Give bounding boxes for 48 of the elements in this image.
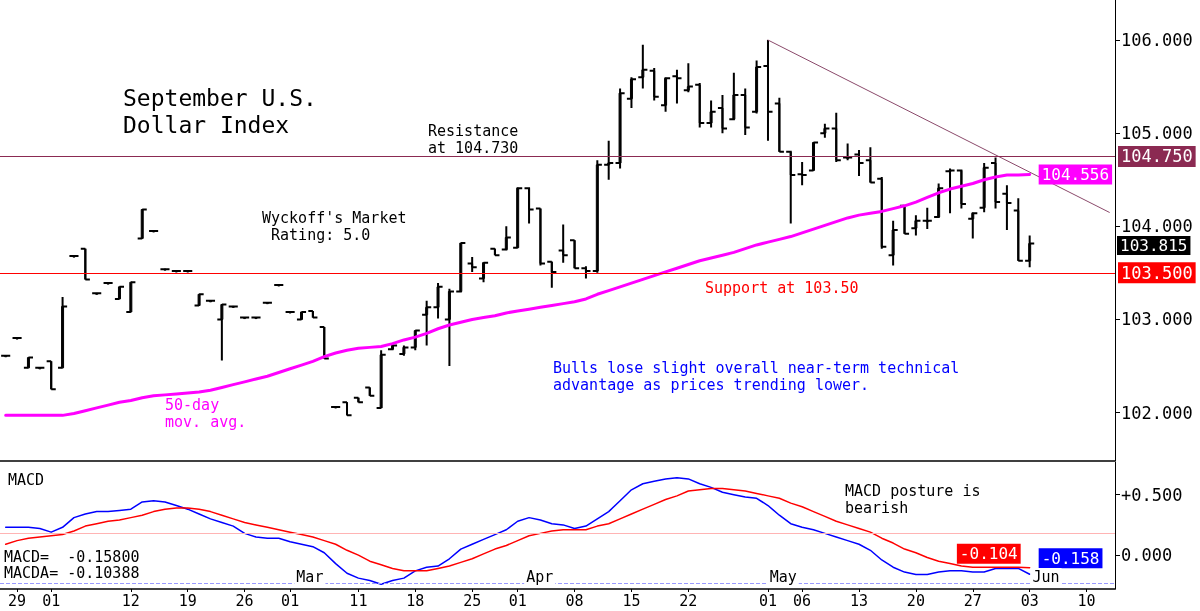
annotation: May <box>769 567 797 586</box>
data-label: 104.556 <box>1041 165 1110 185</box>
y-tick-label: 104.000 <box>1121 216 1193 237</box>
x-tick-label: 12 <box>121 591 140 610</box>
y-tick-label: 102.000 <box>1121 402 1193 423</box>
x-tick-label: 10 <box>1077 591 1096 610</box>
x-tick-label: 01 <box>758 591 778 610</box>
line-series <box>4 173 1032 417</box>
x-tick-label: 29 <box>8 591 27 610</box>
y-tick-label: 103.000 <box>1121 309 1193 330</box>
x-tick-label: 11 <box>349 591 368 610</box>
x-tick-label: 01 <box>508 591 527 610</box>
x-tick-label: 08 <box>565 591 584 610</box>
x-tick-label: 27 <box>963 591 982 610</box>
annotation: Jun <box>1032 567 1060 586</box>
y-tick-label: 0.000 <box>1121 545 1173 566</box>
series-label: 50-day mov. avg. <box>165 395 247 431</box>
y-tick-label: 105.000 <box>1121 123 1193 144</box>
x-tick-label: 25 <box>463 591 482 610</box>
x-tick-label: 22 <box>679 591 698 610</box>
annotation: Bulls lose slight overall near-term technical advantage as prices trending lower. <box>553 358 969 394</box>
annotation: MACD= -0.15800 <box>4 547 140 566</box>
annotation: MACD posture is bearish <box>845 481 990 517</box>
x-tick-label: 06 <box>793 591 812 610</box>
ref-line-label: 103.500 <box>1121 262 1193 283</box>
x-tick-label: 19 <box>178 591 197 610</box>
y-tick-label: +0.500 <box>1121 484 1183 505</box>
x-tick-label: 20 <box>906 591 925 610</box>
x-tick-label: 01 <box>42 591 61 610</box>
text: MACD <box>8 470 45 489</box>
annotation: Resistance at 104.730 <box>428 121 528 157</box>
annotation: MACDA= -0.10388 <box>4 563 140 582</box>
x-tick-label: 03 <box>1020 591 1039 610</box>
text: September U.S. Dollar Index <box>123 85 331 138</box>
annotation: Support at 103.50 <box>705 278 859 297</box>
data-label: -0.158 <box>1041 548 1100 568</box>
ref-line-label: 104.750 <box>1121 146 1193 167</box>
annotation: Wyckoff's Market Rating: 5.0 <box>262 208 407 244</box>
annotation: Mar <box>296 567 324 586</box>
x-tick-label: 13 <box>849 591 869 610</box>
data-label: -0.104 <box>959 544 1018 564</box>
x-tick-label: 26 <box>235 591 254 610</box>
x-tick-label: 15 <box>622 591 641 610</box>
x-tick-label: 01 <box>281 591 300 610</box>
annotation: Apr <box>526 567 554 586</box>
y-tick-label: 106.000 <box>1121 30 1193 51</box>
x-tick-label: 18 <box>406 591 425 610</box>
text: 103.815 <box>1120 236 1188 255</box>
